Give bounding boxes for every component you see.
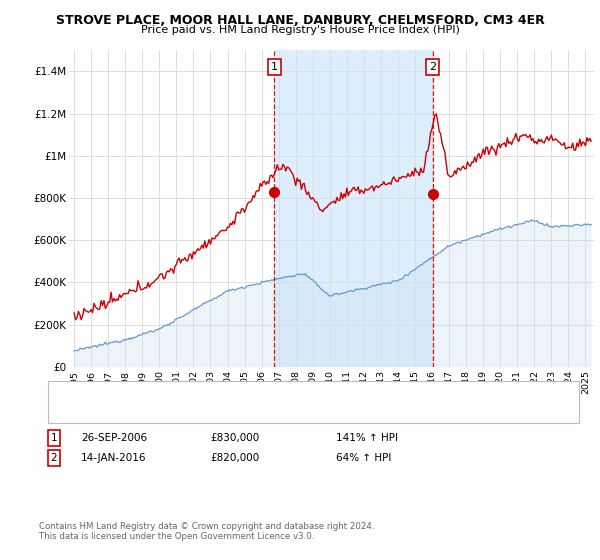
- Text: Price paid vs. HM Land Registry's House Price Index (HPI): Price paid vs. HM Land Registry's House …: [140, 25, 460, 35]
- Text: 2: 2: [429, 62, 436, 72]
- Text: £820,000: £820,000: [210, 453, 259, 463]
- Text: £830,000: £830,000: [210, 433, 259, 443]
- Text: STROVE PLACE, MOOR HALL LANE, DANBURY, CHELMSFORD, CM3 4ER: STROVE PLACE, MOOR HALL LANE, DANBURY, C…: [56, 14, 544, 27]
- Text: 2: 2: [50, 453, 58, 463]
- Text: 26-SEP-2006: 26-SEP-2006: [81, 433, 147, 443]
- Text: 141% ↑ HPI: 141% ↑ HPI: [336, 433, 398, 443]
- Text: ——: ——: [59, 404, 83, 418]
- Text: ——: ——: [59, 386, 83, 399]
- Text: HPI: Average price, detached house, Chelmsford: HPI: Average price, detached house, Chel…: [87, 406, 323, 416]
- Text: 1: 1: [271, 62, 278, 72]
- Text: STROVE PLACE, MOOR HALL LANE, DANBURY, CHELMSFORD, CM3 4ER (detached house): STROVE PLACE, MOOR HALL LANE, DANBURY, C…: [87, 388, 521, 398]
- Text: 14-JAN-2016: 14-JAN-2016: [81, 453, 146, 463]
- Text: Contains HM Land Registry data © Crown copyright and database right 2024.
This d: Contains HM Land Registry data © Crown c…: [39, 522, 374, 542]
- Bar: [274, 50, 433, 367]
- Text: 64% ↑ HPI: 64% ↑ HPI: [336, 453, 391, 463]
- Text: 1: 1: [50, 433, 58, 443]
